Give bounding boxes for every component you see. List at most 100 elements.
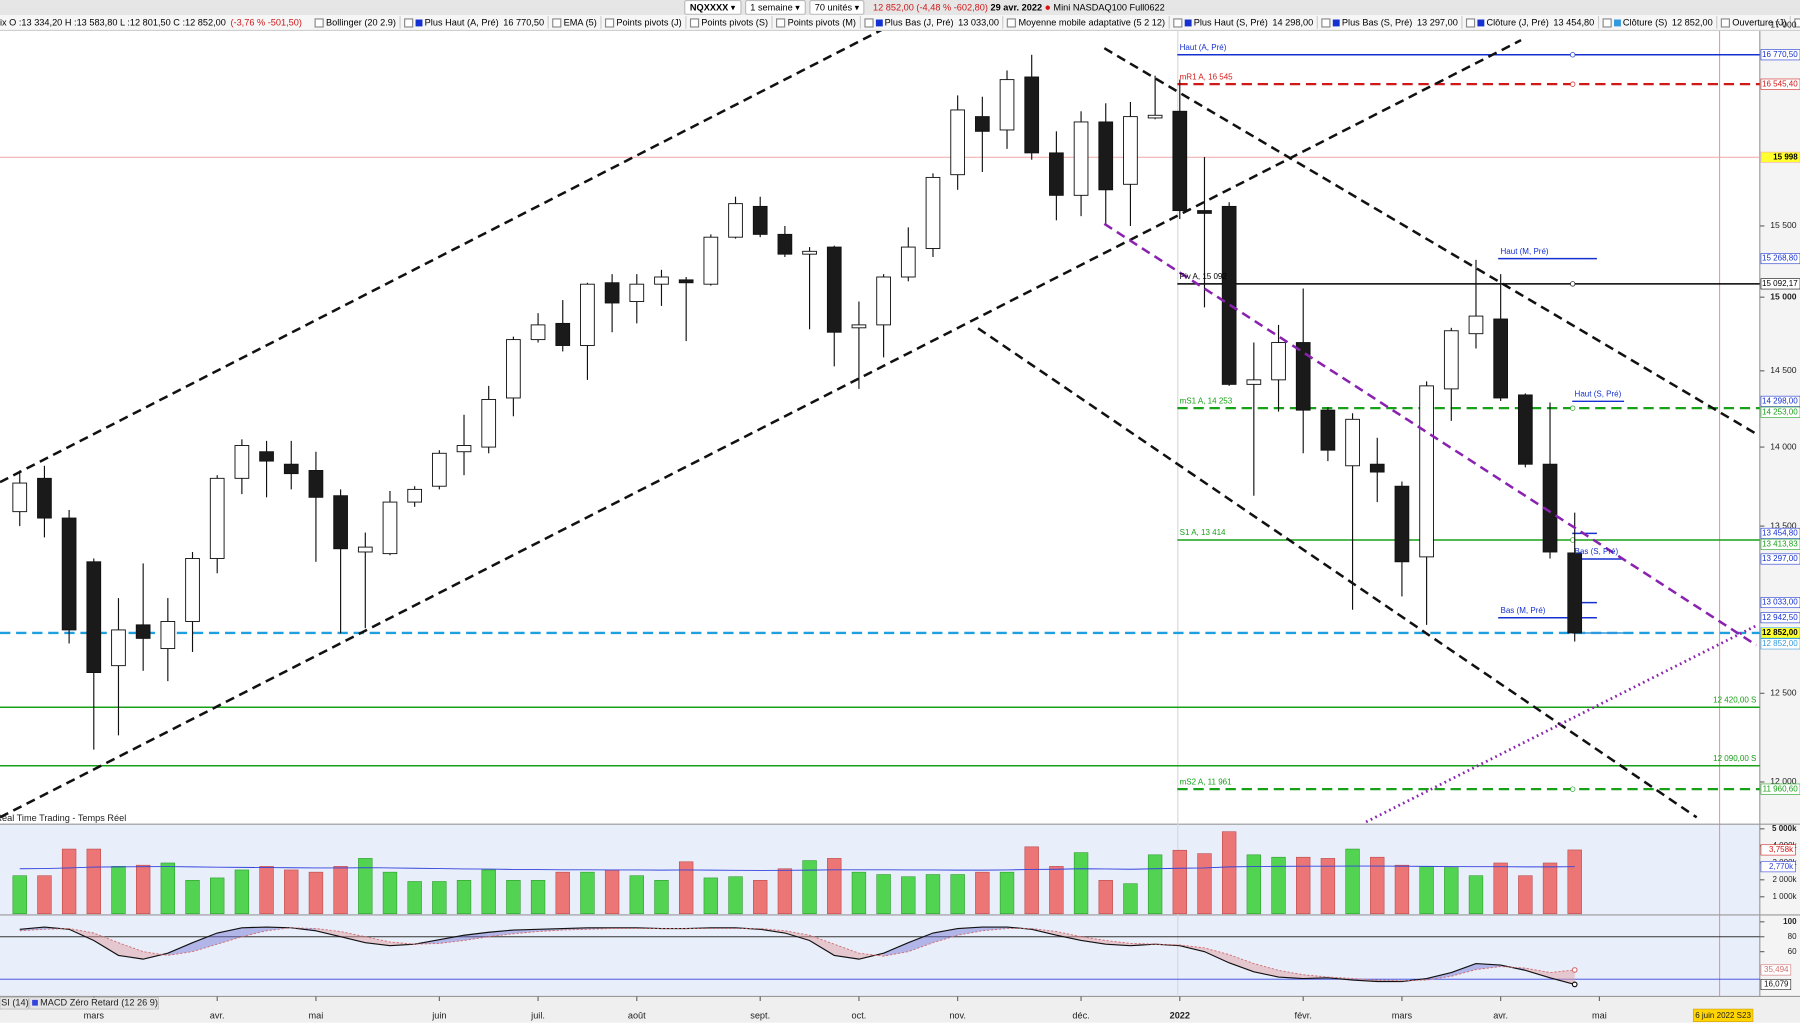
candle-body [506, 339, 521, 399]
oscillator-fill [834, 944, 859, 960]
checkbox[interactable] [404, 17, 414, 27]
y-tick-label: 13 500 [1770, 520, 1797, 530]
candle-body [1098, 121, 1114, 191]
candle-body [826, 246, 842, 333]
level-value-box [1760, 151, 1800, 163]
candle-body [12, 482, 28, 513]
x-tick-label: mars [84, 1010, 105, 1020]
y-tick-label: 12 000 [1770, 776, 1797, 786]
volume-bar [61, 848, 77, 915]
volume-bar [160, 862, 176, 915]
volume-bar [1444, 867, 1459, 915]
volume-bar [851, 871, 867, 915]
price-change: (-4,48 % -602,80) [916, 2, 988, 13]
indicator-name: Ouverture (J) [1732, 17, 1787, 28]
checkbox[interactable] [864, 17, 874, 27]
candle-body [382, 501, 398, 555]
level-label: Bas (S, Pré) [1575, 547, 1619, 556]
toolbar: NQXXXX ▾ 1 semaine ▾ 70 unités ▾ 12 852,… [0, 0, 1800, 17]
checkbox[interactable] [314, 17, 324, 27]
oscillator-fill [44, 927, 70, 930]
checkbox[interactable] [604, 17, 615, 27]
level-label: Haut (A, Pré) [1180, 43, 1227, 52]
indicator-value: 13 454,80 [1553, 17, 1595, 28]
oscillator-fill [1550, 969, 1575, 985]
candle-body [1197, 210, 1212, 214]
checkbox[interactable] [1173, 17, 1183, 27]
indicator-name: Plus Haut (A, Pré) [424, 17, 499, 28]
checkbox[interactable] [1321, 17, 1331, 27]
candle-body [530, 324, 546, 341]
ohlc: ix O :13 334,20 H :13 583,80 L :12 801,5… [0, 17, 226, 28]
candle-body [1320, 409, 1336, 451]
tab[interactable] [0, 997, 29, 1010]
oscillator-fill [957, 927, 983, 936]
volume-bar [210, 877, 225, 915]
volume-bar [259, 866, 274, 915]
checkbox[interactable] [776, 17, 786, 27]
candle-body [1345, 418, 1360, 467]
candle-body [925, 176, 941, 249]
candle-body [283, 463, 299, 475]
checkbox[interactable] [689, 17, 699, 27]
volume-bar [728, 876, 743, 915]
candle-body [1443, 330, 1459, 390]
level-value: 15 268,80 [1762, 254, 1798, 263]
y-tick-label: 17 000 [1770, 20, 1797, 30]
volume-bar [1468, 875, 1484, 915]
indicator-color [1613, 18, 1621, 26]
volume-bar [678, 861, 694, 915]
candle-body [876, 276, 891, 326]
value-label-box [1760, 978, 1792, 990]
level-handle [1570, 786, 1576, 792]
candle-body [61, 517, 77, 631]
volume-bar [1345, 848, 1360, 915]
indicator: Points pivots (J) [601, 16, 687, 29]
checkbox[interactable] [552, 17, 562, 27]
volume-bar [86, 848, 101, 915]
units-select[interactable]: 70 unités ▾ [809, 0, 865, 15]
indicator-color [1332, 18, 1340, 26]
y-tick-label: 1 000k [1772, 892, 1797, 901]
volume-bar [1567, 849, 1582, 915]
candle-body [333, 495, 348, 550]
volume-bar [407, 881, 422, 915]
level-value-box [1760, 78, 1800, 90]
candle-body [777, 233, 793, 255]
level-handle [1570, 52, 1576, 58]
y-tick-label: 15 000 [1770, 291, 1797, 301]
checkbox[interactable] [1794, 17, 1800, 27]
symbol-select[interactable]: NQXXXX ▾ [684, 0, 742, 15]
indicator-color [415, 18, 423, 26]
candle-body [1295, 342, 1311, 411]
volume-bar [358, 858, 373, 915]
volume-bar [1147, 854, 1163, 915]
checkbox[interactable] [1007, 17, 1017, 27]
volume-bar [1123, 883, 1138, 915]
candle-body [431, 452, 447, 487]
level-label: Haut (M, Pré) [1500, 247, 1548, 256]
volume-bar [308, 871, 324, 915]
checkbox[interactable] [1602, 17, 1612, 27]
level-label: mR1 A, 16 545 [1180, 72, 1234, 81]
checkbox[interactable] [1465, 17, 1476, 27]
candle-body [1369, 463, 1385, 473]
candle-body [703, 236, 719, 285]
indicator-name: Clôture (J, Pré) [1486, 17, 1549, 28]
candle-body [357, 546, 373, 553]
candle-body [1271, 342, 1286, 381]
volume-bar [876, 874, 891, 915]
checkbox[interactable] [1720, 17, 1730, 27]
backgrounds [0, 30, 1800, 1023]
level-value-box [1760, 597, 1800, 609]
volume-bar [1197, 853, 1212, 915]
last-point [1571, 981, 1578, 988]
status-dot: ● [1044, 1, 1051, 13]
indicator: Bollinger (20 2.9) [311, 16, 401, 29]
volume-bar [234, 869, 250, 915]
volume-bar [1296, 856, 1311, 915]
tab[interactable] [29, 997, 159, 1010]
period-select[interactable]: 1 semaine ▾ [744, 0, 806, 15]
candle-body [160, 621, 176, 650]
volume-bar [1542, 862, 1558, 915]
